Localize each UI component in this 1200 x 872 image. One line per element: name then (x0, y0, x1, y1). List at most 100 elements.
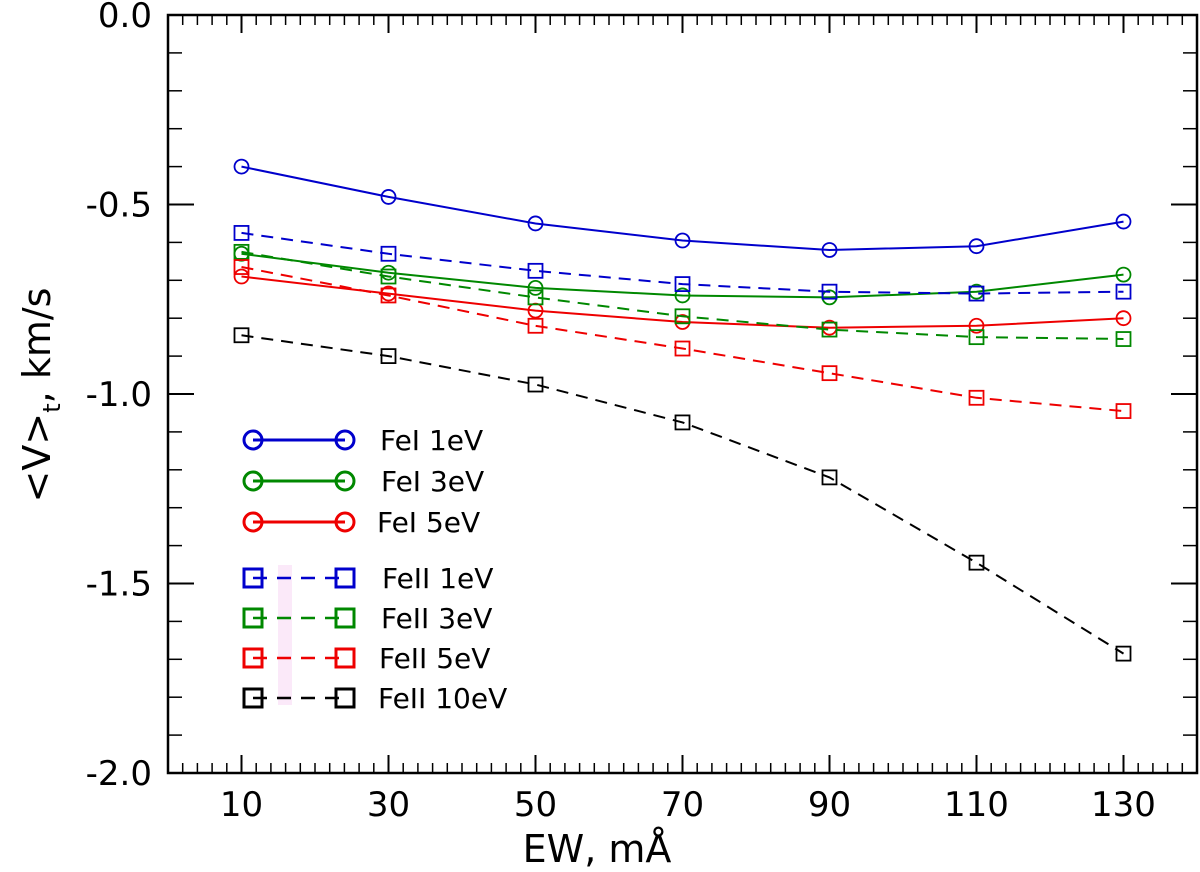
data-point (1115, 213, 1132, 230)
data-point (242, 511, 264, 533)
x-tick-label: 50 (514, 785, 557, 825)
x-tick-label: 30 (367, 785, 410, 825)
data-point (242, 429, 264, 451)
data-point (242, 647, 264, 669)
legend-label: FeI 5eV (377, 506, 480, 539)
legend-label: FeII 1eV (382, 562, 493, 595)
y-tick-label: 0.0 (98, 0, 152, 36)
data-point (233, 225, 250, 241)
series-layer (233, 158, 1132, 662)
series-line (241, 334, 1125, 655)
data-point (527, 289, 544, 306)
data-point (380, 268, 397, 285)
data-point (380, 348, 397, 365)
y-tick-label: -0.5 (86, 186, 152, 226)
data-point (821, 469, 838, 486)
series-line (241, 231, 1124, 295)
data-point (821, 321, 838, 338)
legend-label: FeII 5eV (379, 642, 490, 675)
x-tick-label: 90 (808, 785, 851, 825)
data-point (334, 647, 356, 669)
series-feii-3ev (233, 243, 1132, 347)
data-point (1115, 266, 1132, 283)
data-point (674, 276, 691, 292)
y-tick-label: -1.5 (86, 565, 152, 605)
legend-item: FeII 1eV (242, 562, 493, 595)
data-point (968, 317, 985, 334)
data-point (242, 470, 264, 492)
data-point (527, 376, 544, 393)
data-point (233, 327, 250, 344)
data-point (674, 414, 691, 431)
x-tick-label: 130 (1091, 785, 1156, 825)
minor-ticks (168, 15, 1197, 773)
data-point (821, 365, 838, 382)
data-point (242, 607, 264, 629)
major-ticks (168, 14, 1197, 774)
y-tick-label: -1.0 (86, 375, 152, 415)
legend-item: FeI 3eV (242, 465, 484, 498)
y-axis-label-sub: t (38, 403, 66, 412)
legend-item: FeII 3eV (242, 602, 492, 635)
data-point (674, 232, 691, 249)
y-tick-label: -2.0 (86, 754, 152, 794)
legend-item: FeI 1eV (242, 424, 483, 457)
data-point (1115, 310, 1132, 327)
data-point (1115, 283, 1132, 300)
data-point (233, 268, 250, 285)
legend-label: FeI 3eV (381, 465, 484, 498)
data-point (968, 389, 985, 406)
legend-label: FeII 3eV (381, 602, 492, 635)
data-point (242, 567, 264, 589)
legend-label: FeI 1eV (380, 424, 483, 457)
data-point (968, 329, 985, 346)
series-feii-5ev (233, 259, 1132, 419)
x-tick-label: 110 (944, 785, 1009, 825)
x-axis-label: EW, mÅ (523, 827, 672, 871)
data-point (821, 283, 838, 300)
data-point (334, 429, 356, 451)
data-point (233, 158, 250, 175)
series-line (241, 252, 1124, 299)
data-point (334, 511, 356, 533)
legend-item: FeII 10eV (242, 682, 507, 715)
y-axis-label-suffix: , km/s (15, 288, 59, 404)
data-point (242, 687, 264, 709)
data-point (380, 245, 397, 262)
data-point (527, 215, 544, 232)
data-point (674, 308, 691, 325)
legend-highlight (278, 565, 292, 705)
data-point (334, 470, 356, 492)
legend: FeI 1eV FeI 3eV FeI 5eV FeII 1eV FeII 3eV FeI… (242, 424, 507, 715)
data-point (1115, 645, 1132, 662)
x-tick-labels: 10 30 50 70 90 110 130 (220, 785, 1156, 825)
y-axis-label: <V>t, km/s (15, 288, 66, 503)
data-point (380, 287, 397, 304)
data-point (527, 262, 544, 279)
data-point (821, 242, 838, 258)
data-point (1115, 331, 1132, 347)
legend-label: FeII 10eV (378, 682, 507, 715)
series-line (241, 250, 1124, 340)
data-point (968, 285, 985, 302)
data-point (527, 279, 544, 296)
series-fei-1ev (233, 158, 1132, 258)
series-feii-1ev (233, 225, 1132, 302)
data-point (334, 567, 356, 589)
data-point (968, 238, 985, 255)
data-point (334, 687, 356, 709)
series-line (241, 266, 1124, 413)
legend-item: FeI 5eV (242, 506, 480, 539)
data-point (968, 554, 985, 571)
plot-frame (166, 13, 1199, 775)
legend-item: FeII 5eV (242, 642, 490, 675)
x-tick-label: 10 (220, 785, 263, 825)
data-point (233, 243, 250, 260)
data-point (1115, 403, 1132, 419)
series-line (241, 275, 1124, 329)
data-point (674, 287, 691, 304)
data-point (380, 189, 397, 205)
series-fei-3ev (233, 245, 1132, 306)
data-point (233, 259, 250, 275)
y-axis-label-main: <V> (15, 413, 59, 503)
